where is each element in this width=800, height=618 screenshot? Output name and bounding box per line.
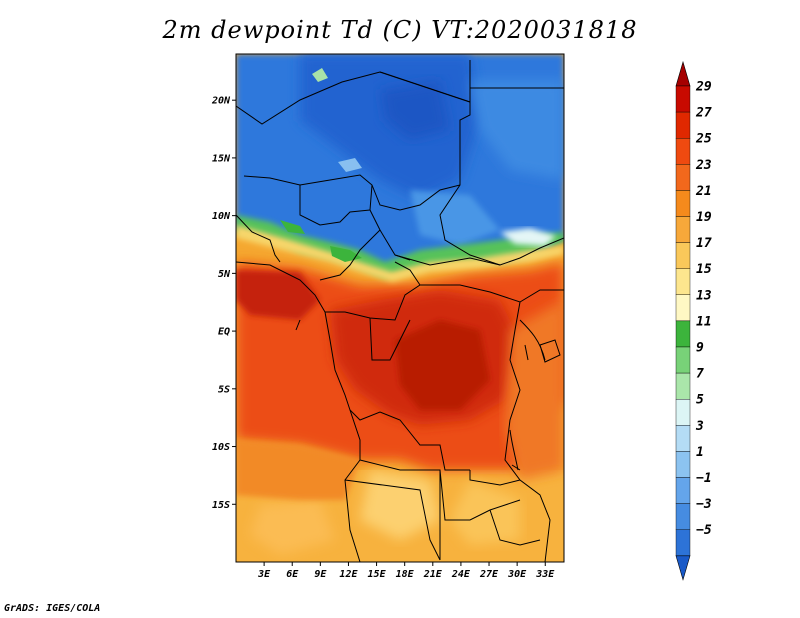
x-axis: 3E 6E 9E 12E 15E 18E 21E 24E 27E 30E 33E bbox=[257, 562, 555, 580]
x-tick-label: 12E bbox=[339, 569, 358, 580]
x-tick-label: 15E bbox=[368, 569, 387, 580]
colorbar-label: 5 bbox=[696, 393, 704, 408]
x-tick-label: 33E bbox=[535, 569, 555, 580]
x-tick-label: 30E bbox=[507, 569, 527, 580]
x-tick-label: 27E bbox=[479, 569, 499, 580]
colorbar-label: 29 bbox=[695, 80, 712, 95]
x-tick-label: 18E bbox=[396, 569, 415, 580]
colorbar-swatch bbox=[675, 477, 691, 504]
colorbar-swatch bbox=[675, 85, 691, 113]
x-tick-label: 3E bbox=[257, 569, 271, 580]
colorbar-swatch bbox=[675, 268, 691, 296]
y-tick-label: 20N bbox=[211, 96, 231, 107]
colorbar-swatch bbox=[675, 399, 691, 426]
y-axis: 20N 15N 10N 5N EQ 5S 10S 15S bbox=[211, 96, 236, 511]
colorbar-label: 19 bbox=[696, 210, 712, 225]
colorbar-label: 27 bbox=[695, 106, 712, 121]
colorbar-label: 7 bbox=[696, 367, 704, 382]
colorbar-label: 21 bbox=[695, 184, 712, 199]
y-tick-label: 5N bbox=[218, 269, 231, 280]
grads-credit: GrADS: IGES/COLA bbox=[4, 603, 101, 614]
colorbar-swatch bbox=[675, 346, 691, 374]
colorbar: 29 27 25 23 21 19 17 15 13 11 9 7 5 3 1 −1 −3 −5 bbox=[675, 60, 712, 581]
y-tick-label: 5S bbox=[218, 384, 230, 395]
y-tick-label: 10S bbox=[212, 442, 230, 453]
x-tick-label: 21E bbox=[423, 569, 443, 580]
colorbar-label: 3 bbox=[695, 419, 704, 434]
colorbar-swatch bbox=[675, 294, 691, 322]
x-tick-label: 24E bbox=[451, 569, 471, 580]
y-tick-label: 15S bbox=[212, 500, 230, 511]
colorbar-label: −3 bbox=[696, 497, 712, 512]
colorbar-swatch bbox=[675, 190, 691, 217]
colorbar-swatch bbox=[675, 451, 691, 478]
map-frame bbox=[235, 53, 565, 563]
colorbar-swatch bbox=[675, 111, 691, 139]
y-tick-label: EQ bbox=[218, 327, 230, 338]
x-tick-label: 6E bbox=[286, 569, 299, 580]
colorbar-top-arrow bbox=[675, 60, 691, 87]
colorbar-swatch bbox=[675, 425, 691, 452]
colorbar-label: −1 bbox=[696, 471, 712, 486]
colorbar-label: 13 bbox=[696, 288, 712, 303]
colorbar-swatch bbox=[675, 503, 691, 530]
country-borders bbox=[236, 60, 564, 562]
colorbar-swatch bbox=[675, 529, 691, 557]
colorbar-swatch bbox=[675, 242, 691, 269]
colorbar-swatch bbox=[675, 164, 691, 191]
map-title: 2m dewpoint Td (C) VT:2020031818 bbox=[162, 16, 638, 44]
colorbar-bottom-arrow bbox=[675, 555, 691, 581]
colorbar-label: 15 bbox=[696, 262, 712, 277]
x-tick-label: 9E bbox=[314, 569, 327, 580]
colorbar-swatch bbox=[675, 372, 691, 400]
colorbar-label: 17 bbox=[696, 236, 712, 251]
colorbar-label: 1 bbox=[696, 445, 704, 460]
colorbar-label: 23 bbox=[695, 158, 712, 173]
y-tick-label: 10N bbox=[212, 211, 231, 222]
colorbar-swatch bbox=[675, 320, 691, 348]
colorbar-swatch bbox=[675, 137, 691, 165]
colorbar-label: 25 bbox=[695, 132, 712, 147]
y-tick-label: 15N bbox=[212, 153, 231, 164]
colorbar-swatch bbox=[675, 216, 691, 243]
colorbar-label: 11 bbox=[696, 314, 712, 329]
colorbar-label: 9 bbox=[696, 341, 704, 356]
colorbar-label: −5 bbox=[696, 523, 712, 538]
